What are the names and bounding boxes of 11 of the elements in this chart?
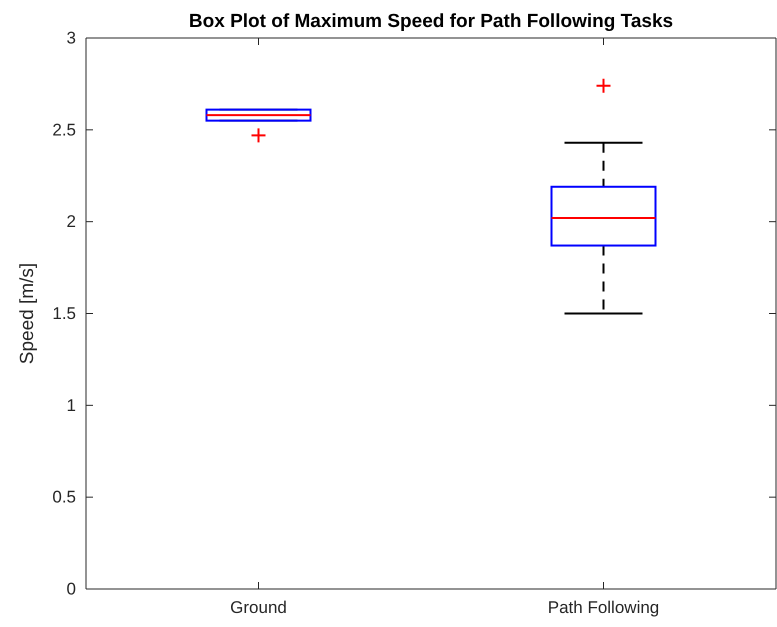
y-tick-label: 1 — [66, 396, 76, 415]
y-tick-label: 0.5 — [52, 488, 76, 507]
y-axis-title: Speed [m/s] — [17, 262, 38, 364]
chart-title: Box Plot of Maximum Speed for Path Following Tasks — [188, 11, 674, 32]
y-tick-label: 0 — [66, 579, 76, 598]
y-tick-label: 2 — [66, 212, 76, 232]
y-tick-label: 3 — [66, 28, 76, 48]
y-tick-label: 2.5 — [52, 120, 76, 140]
x-tick-label: Ground — [230, 598, 287, 618]
y-tick-label: 1.5 — [52, 304, 76, 323]
x-tick-label: Path Following — [548, 598, 660, 618]
